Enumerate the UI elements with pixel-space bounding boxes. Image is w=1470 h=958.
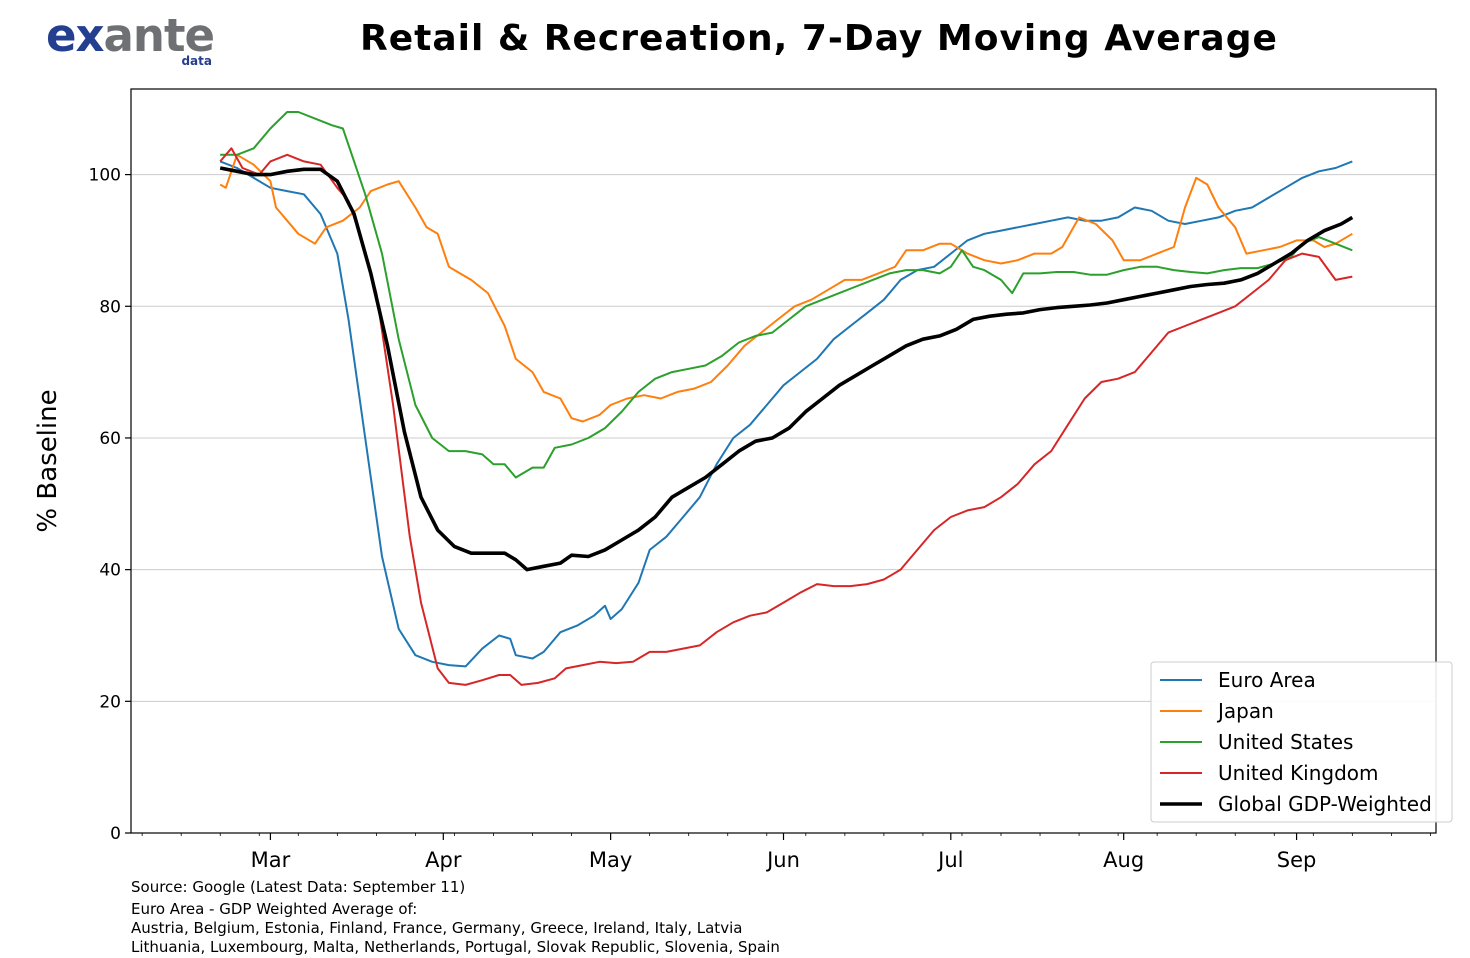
footnote-line-3: Lithuania, Luxembourg, Malta, Netherland… — [131, 938, 780, 956]
logo-wordmark: exante — [46, 9, 215, 62]
chart-footer: Source: Google (Latest Data: September 1… — [131, 878, 780, 957]
y-tick-label: 60 — [99, 429, 121, 449]
legend-label-united-states: United States — [1218, 730, 1353, 754]
series-line-global — [219, 166, 1354, 572]
y-tick-label: 80 — [99, 297, 121, 317]
series-line-united-states — [220, 111, 1353, 479]
x-axis: Mar Apr May Jun Jul Aug Sep — [141, 833, 1431, 872]
y-tick-label: 100 — [89, 166, 121, 186]
x-tick-label: Sep — [1277, 848, 1317, 872]
x-tick-label: Jul — [936, 848, 963, 872]
x-tick-label: May — [589, 848, 632, 872]
y-axis: 0 20 40 60 80 100 — [89, 166, 131, 844]
footnote-line-1: Euro Area - GDP Weighted Average of: — [131, 900, 418, 918]
series-line-united-kingdom — [219, 147, 1353, 686]
x-tick-label: Mar — [251, 848, 291, 872]
x-tick-label: Apr — [425, 848, 462, 872]
y-tick-label: 40 — [99, 561, 121, 581]
legend-label-euro-area: Euro Area — [1218, 668, 1316, 692]
chart-title: Retail & Recreation, 7-Day Moving Averag… — [360, 18, 1278, 59]
series-lines — [219, 111, 1354, 686]
source-note: Source: Google (Latest Data: September 1… — [131, 878, 466, 896]
y-tick-label: 0 — [110, 824, 121, 844]
x-tick-label: Jun — [765, 848, 800, 872]
series-line-euro-area — [219, 160, 1353, 668]
exante-logo: exante data — [46, 9, 215, 69]
legend-box — [1150, 661, 1453, 823]
x-tick-label: Aug — [1103, 848, 1144, 872]
y-axis-label: % Baseline — [33, 389, 63, 532]
gridlines — [131, 174, 1436, 702]
legend-label-global: Global GDP-Weighted — [1218, 792, 1432, 816]
footnote-line-2: Austria, Belgium, Estonia, Finland, Fran… — [131, 919, 743, 937]
logo-subtext: data — [181, 54, 212, 68]
legend: Euro Area Japan United States United Kingdo… — [1150, 661, 1453, 823]
legend-label-united-kingdom: United Kingdom — [1218, 761, 1379, 785]
legend-label-japan: Japan — [1216, 699, 1274, 723]
series-line-japan — [219, 153, 1353, 423]
y-tick-label: 20 — [99, 692, 121, 712]
